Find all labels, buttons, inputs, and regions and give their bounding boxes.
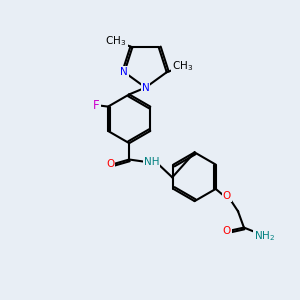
Text: F: F (93, 99, 100, 112)
Text: CH$_3$: CH$_3$ (172, 59, 194, 73)
Text: N: N (142, 82, 149, 93)
Text: CH$_3$: CH$_3$ (105, 34, 127, 48)
Text: O: O (106, 159, 114, 169)
Text: O: O (223, 191, 231, 201)
Text: NH: NH (144, 158, 159, 167)
Text: N: N (121, 67, 128, 77)
Text: O: O (223, 226, 231, 236)
Text: NH$_2$: NH$_2$ (254, 230, 275, 243)
